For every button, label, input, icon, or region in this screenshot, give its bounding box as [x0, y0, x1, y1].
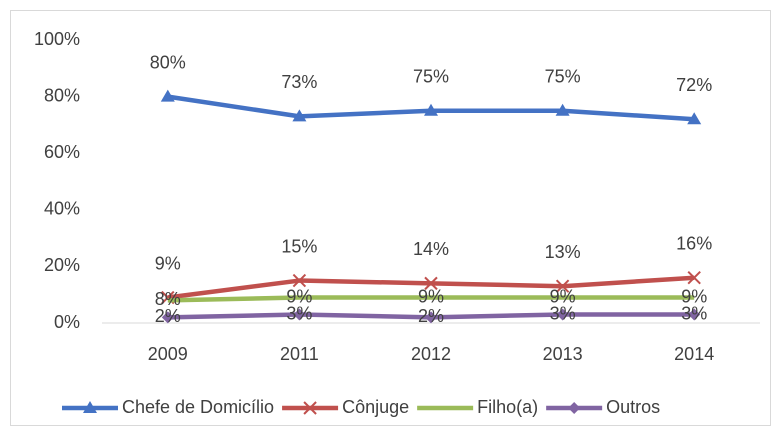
marker	[424, 103, 438, 116]
legend-label: Cônjuge	[342, 397, 409, 417]
data-label: 16%	[676, 233, 712, 253]
marker	[688, 308, 701, 321]
marker	[293, 308, 306, 321]
y-tick-label: 0%	[54, 312, 80, 332]
data-label: 2%	[155, 306, 181, 326]
x-tick-label: 2012	[411, 344, 451, 364]
y-tick-label: 40%	[44, 199, 80, 219]
marker	[83, 401, 97, 413]
legend-label: Outros	[606, 397, 660, 417]
x-tick-label: 2009	[148, 344, 188, 364]
data-label: 9%	[418, 286, 444, 306]
data-label: 72%	[676, 75, 712, 95]
data-label: 3%	[286, 303, 312, 323]
data-label: 80%	[150, 52, 186, 72]
marker	[292, 109, 307, 122]
data-label: 15%	[281, 236, 317, 256]
marker	[555, 279, 570, 293]
data-label: 9%	[681, 286, 707, 306]
data-label: 2%	[418, 306, 444, 326]
marker	[555, 103, 570, 116]
y-tick-label: 60%	[44, 142, 80, 162]
data-label: 9%	[286, 286, 312, 306]
series-line	[167, 295, 695, 303]
data-label: 75%	[545, 67, 581, 87]
legend-label: Chefe de Domicílio	[122, 397, 274, 417]
data-label: 73%	[281, 72, 317, 92]
marker	[424, 276, 438, 291]
y-tick-label: 80%	[44, 85, 80, 105]
data-label: 8%	[155, 289, 181, 309]
marker	[687, 112, 702, 125]
legend-label: Filho(a)	[477, 397, 538, 417]
marker	[556, 308, 569, 321]
marker	[568, 402, 581, 414]
marker	[292, 273, 307, 288]
data-label: 14%	[413, 239, 449, 259]
y-tick-label: 100%	[34, 29, 80, 49]
x-tick-label: 2011	[280, 344, 319, 364]
y-tick-label: 20%	[44, 255, 80, 275]
x-tick-label: 2014	[674, 344, 714, 364]
marker	[687, 271, 701, 285]
data-label: 3%	[550, 303, 576, 323]
marker	[425, 311, 437, 324]
chart-border	[10, 10, 771, 426]
x-tick-label: 2013	[543, 344, 583, 364]
marker	[161, 311, 174, 324]
marker	[303, 401, 317, 415]
data-label: 9%	[155, 253, 181, 273]
marker	[160, 89, 175, 102]
data-label: 3%	[681, 303, 707, 323]
data-label: 9%	[550, 286, 576, 306]
data-label: 75%	[413, 67, 449, 87]
data-label: 13%	[545, 242, 581, 262]
